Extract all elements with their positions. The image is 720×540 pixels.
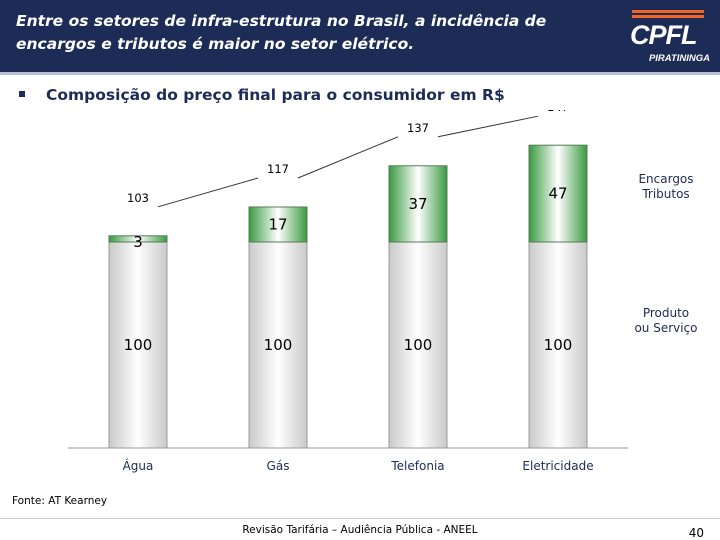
total-connector-line [157,177,259,208]
logo-accent-line [632,15,704,18]
total-connector-line [437,115,539,138]
bar-encargos-tributos [248,206,308,243]
total-connector-lines [157,115,539,208]
data-label-produto: 100 [404,336,433,354]
data-label-total: 117 [267,162,289,176]
data-label-total: 147 [547,110,569,114]
chart-subtitle: Composição do preço final para o consumi… [46,86,505,104]
bar-encargos-tributos [108,235,168,243]
square-bullet-icon [19,91,25,97]
legend-label-produto: Produto [643,306,689,320]
footer-text: Revisão Tarifária – Audiência Pública - … [242,524,478,536]
header-bar: Entre os setores de infra-estrutura no B… [0,0,720,72]
series-encargos-tributos [108,144,588,243]
source-note: Fonte: AT Kearney [12,495,108,507]
stacked-bar-chart: 100 3 103 100 17 117 100 37 137 100 47 147 Água Gás T… [68,110,698,473]
legend-label-servico: ou Serviço [634,321,697,335]
logo-accent-line [632,10,704,13]
series-produto-servico [108,241,588,449]
cpfl-logo: CPFL PIRATININGA [622,8,714,68]
page-number: 40 [688,526,704,540]
data-label-produto: 100 [124,336,153,354]
slide-title-line-1: Entre os setores de infra-estrutura no B… [16,12,547,30]
logo-text: CPFL [630,20,697,50]
footer-divider [0,518,720,519]
header-divider [0,72,720,75]
bar-produto-servico [248,241,308,449]
slide-title: Entre os setores de infra-estrutura no B… [16,10,606,56]
chart-labels: 100 3 103 100 17 117 100 37 137 100 47 147 [124,110,573,354]
data-label-encargos: 3 [133,233,143,251]
x-tick-label: Telefonia [390,459,444,473]
x-tick-label: Eletricidade [522,459,593,473]
data-label-encargos: 47 [548,185,567,203]
x-axis-tick-labels: Água Gás Telefonia Eletricidade [123,458,594,473]
logo-subtext: PIRATININGA [648,53,710,64]
total-connector-line [297,136,399,179]
legend-label-encargos: Encargos [638,172,693,186]
data-label-produto: 100 [544,336,573,354]
x-tick-label: Água [123,458,154,473]
data-label-encargos: 17 [268,215,287,233]
bar-encargos-tributos [388,165,448,243]
x-tick-label: Gás [267,459,290,473]
legend-label-tributos: Tributos [641,187,689,201]
data-label-total: 137 [407,121,429,135]
data-label-produto: 100 [264,336,293,354]
data-label-encargos: 37 [408,195,427,213]
bar-encargos-tributos [528,144,588,243]
slide-title-line-2: encargos e tributos é maior no setor elé… [16,35,415,53]
data-label-total: 103 [127,191,149,205]
